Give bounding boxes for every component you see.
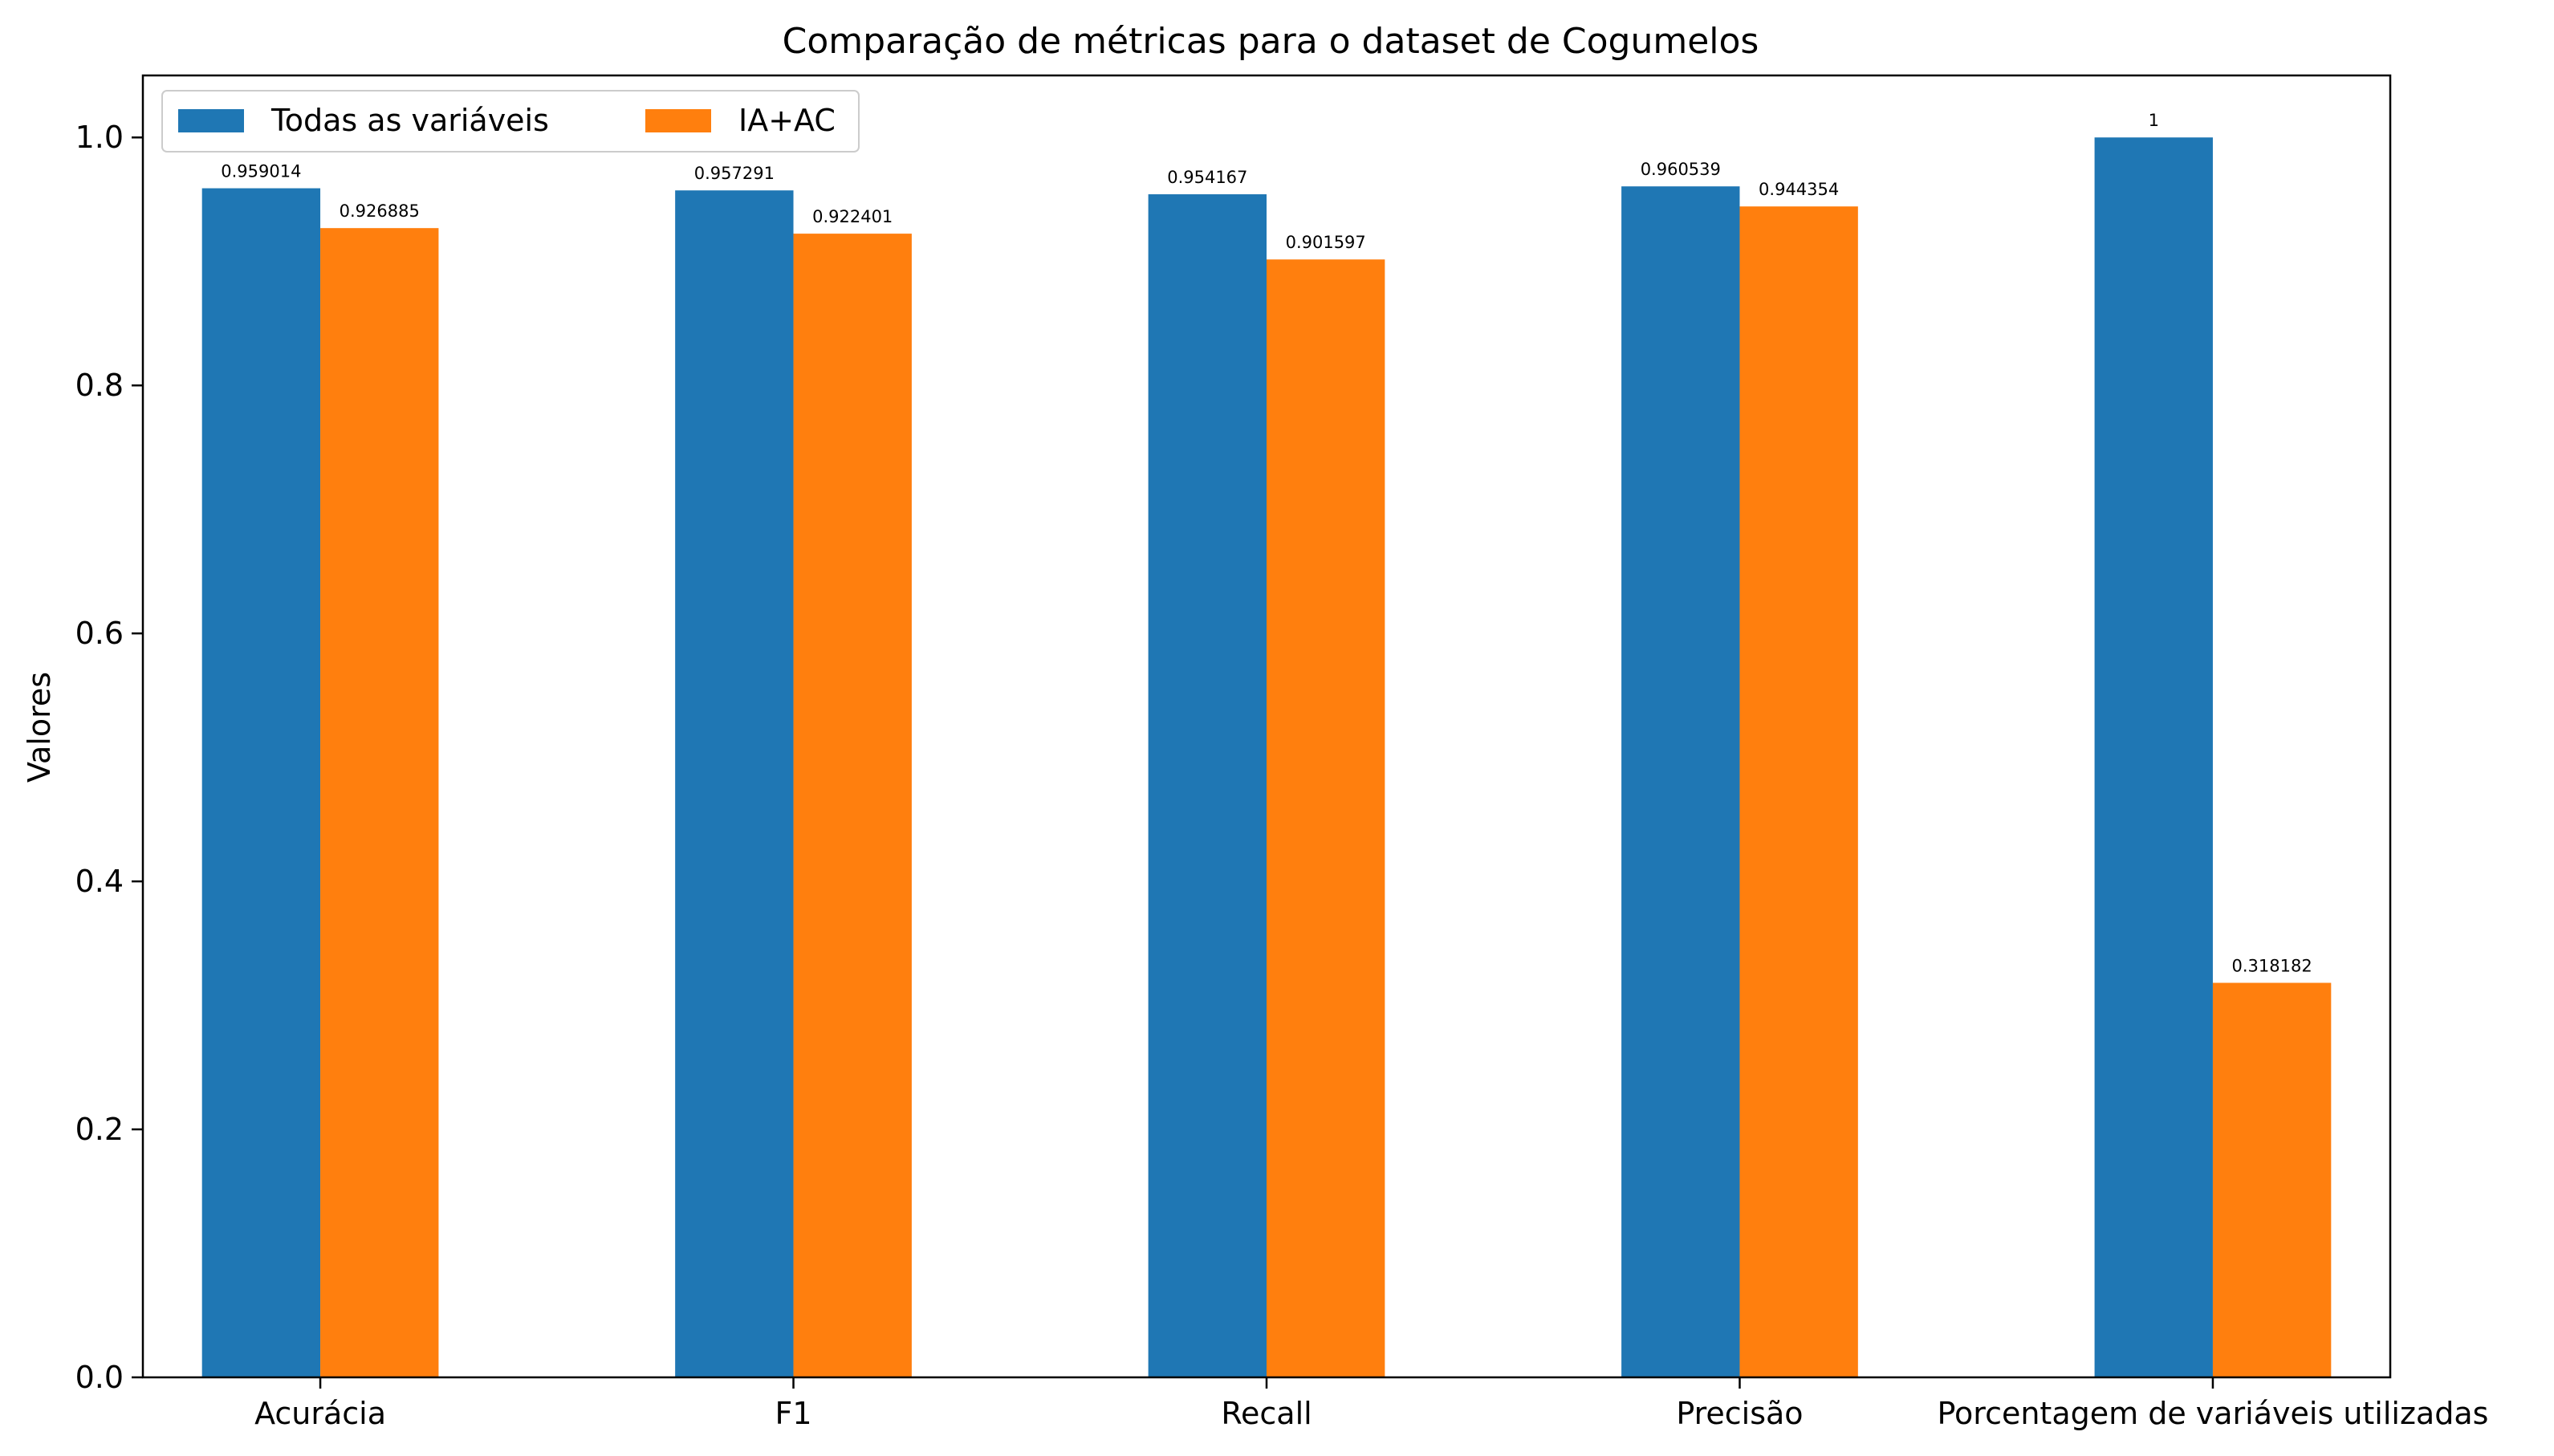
chart-title: Comparação de métricas para o dataset de… <box>783 21 1759 62</box>
bar-ia-ac-porcentagem-de-variaveis-utilizadas <box>2212 982 2332 1377</box>
bar-value-label: 0.922401 <box>812 207 893 226</box>
bar-todas-as-variaveis-porcentagem-de-variaveis-utilizadas <box>2094 137 2213 1378</box>
bar-value-label: 0.944354 <box>1759 180 1839 199</box>
bar-todas-as-variaveis-recall <box>1148 194 1267 1377</box>
y-axis-label: Valores <box>22 672 57 783</box>
plot-frame <box>141 74 2392 1379</box>
y-tick-label: 0.8 <box>75 368 124 403</box>
bar-value-label: 0.926885 <box>340 201 420 221</box>
bar-value-label: 0.954167 <box>1167 168 1247 187</box>
bar-value-label: 0.901597 <box>1286 233 1366 252</box>
x-tick-label-recall: Recall <box>1221 1396 1312 1431</box>
y-axis-ticks: 0.0 0.2 0.4 0.6 0.8 1.0 <box>75 120 143 1395</box>
chart-legend: Todas as variáveis IA+AC <box>161 90 860 153</box>
bar-marks <box>201 137 2332 1378</box>
x-tick-label-porcentagem-de-variaveis-utilizadas: Porcentagem de variáveis utilizadas <box>1937 1396 2488 1431</box>
legend-label-todas-as-variaveis: Todas as variáveis <box>270 103 549 138</box>
bar-todas-as-variaveis-acuracia <box>201 188 321 1377</box>
y-tick-label: 0.4 <box>75 864 124 899</box>
bar-ia-ac-acuracia <box>320 228 439 1377</box>
x-axis-ticks: Acurácia F1 Recall Precisão Porcentagem de v… <box>254 1377 2488 1431</box>
x-tick-label-acuracia: Acurácia <box>254 1396 386 1431</box>
y-tick-label: 0.0 <box>75 1360 124 1395</box>
legend-swatch-ia-ac <box>645 109 711 132</box>
bar-value-labels: 0.959014 0.926885 0.957291 0.922401 0.954167… <box>221 111 2312 975</box>
legend-swatch-todas-as-variaveis <box>178 109 244 132</box>
bar-todas-as-variaveis-f1 <box>675 190 794 1377</box>
bar-ia-ac-f1 <box>793 234 912 1377</box>
bar-ia-ac-precisao <box>1739 206 1858 1378</box>
y-tick-label: 1.0 <box>75 120 124 155</box>
bar-ia-ac-recall <box>1267 259 1385 1377</box>
bar-value-label: 0.957291 <box>694 164 775 183</box>
y-tick-label: 0.2 <box>75 1112 124 1147</box>
legend-box <box>161 90 860 153</box>
legend-label-ia-ac: IA+AC <box>738 103 836 138</box>
bar-value-label: 0.318182 <box>2232 956 2312 975</box>
bar-value-label: 1 <box>2149 111 2159 130</box>
bar-value-label: 0.960539 <box>1641 160 1721 179</box>
bar-todas-as-variaveis-precisao <box>1621 186 1740 1378</box>
y-tick-label: 0.6 <box>75 616 124 651</box>
x-tick-label-f1: F1 <box>775 1396 812 1431</box>
bar-value-label: 0.959014 <box>221 162 301 181</box>
x-tick-label-precisao: Precisão <box>1676 1396 1803 1431</box>
